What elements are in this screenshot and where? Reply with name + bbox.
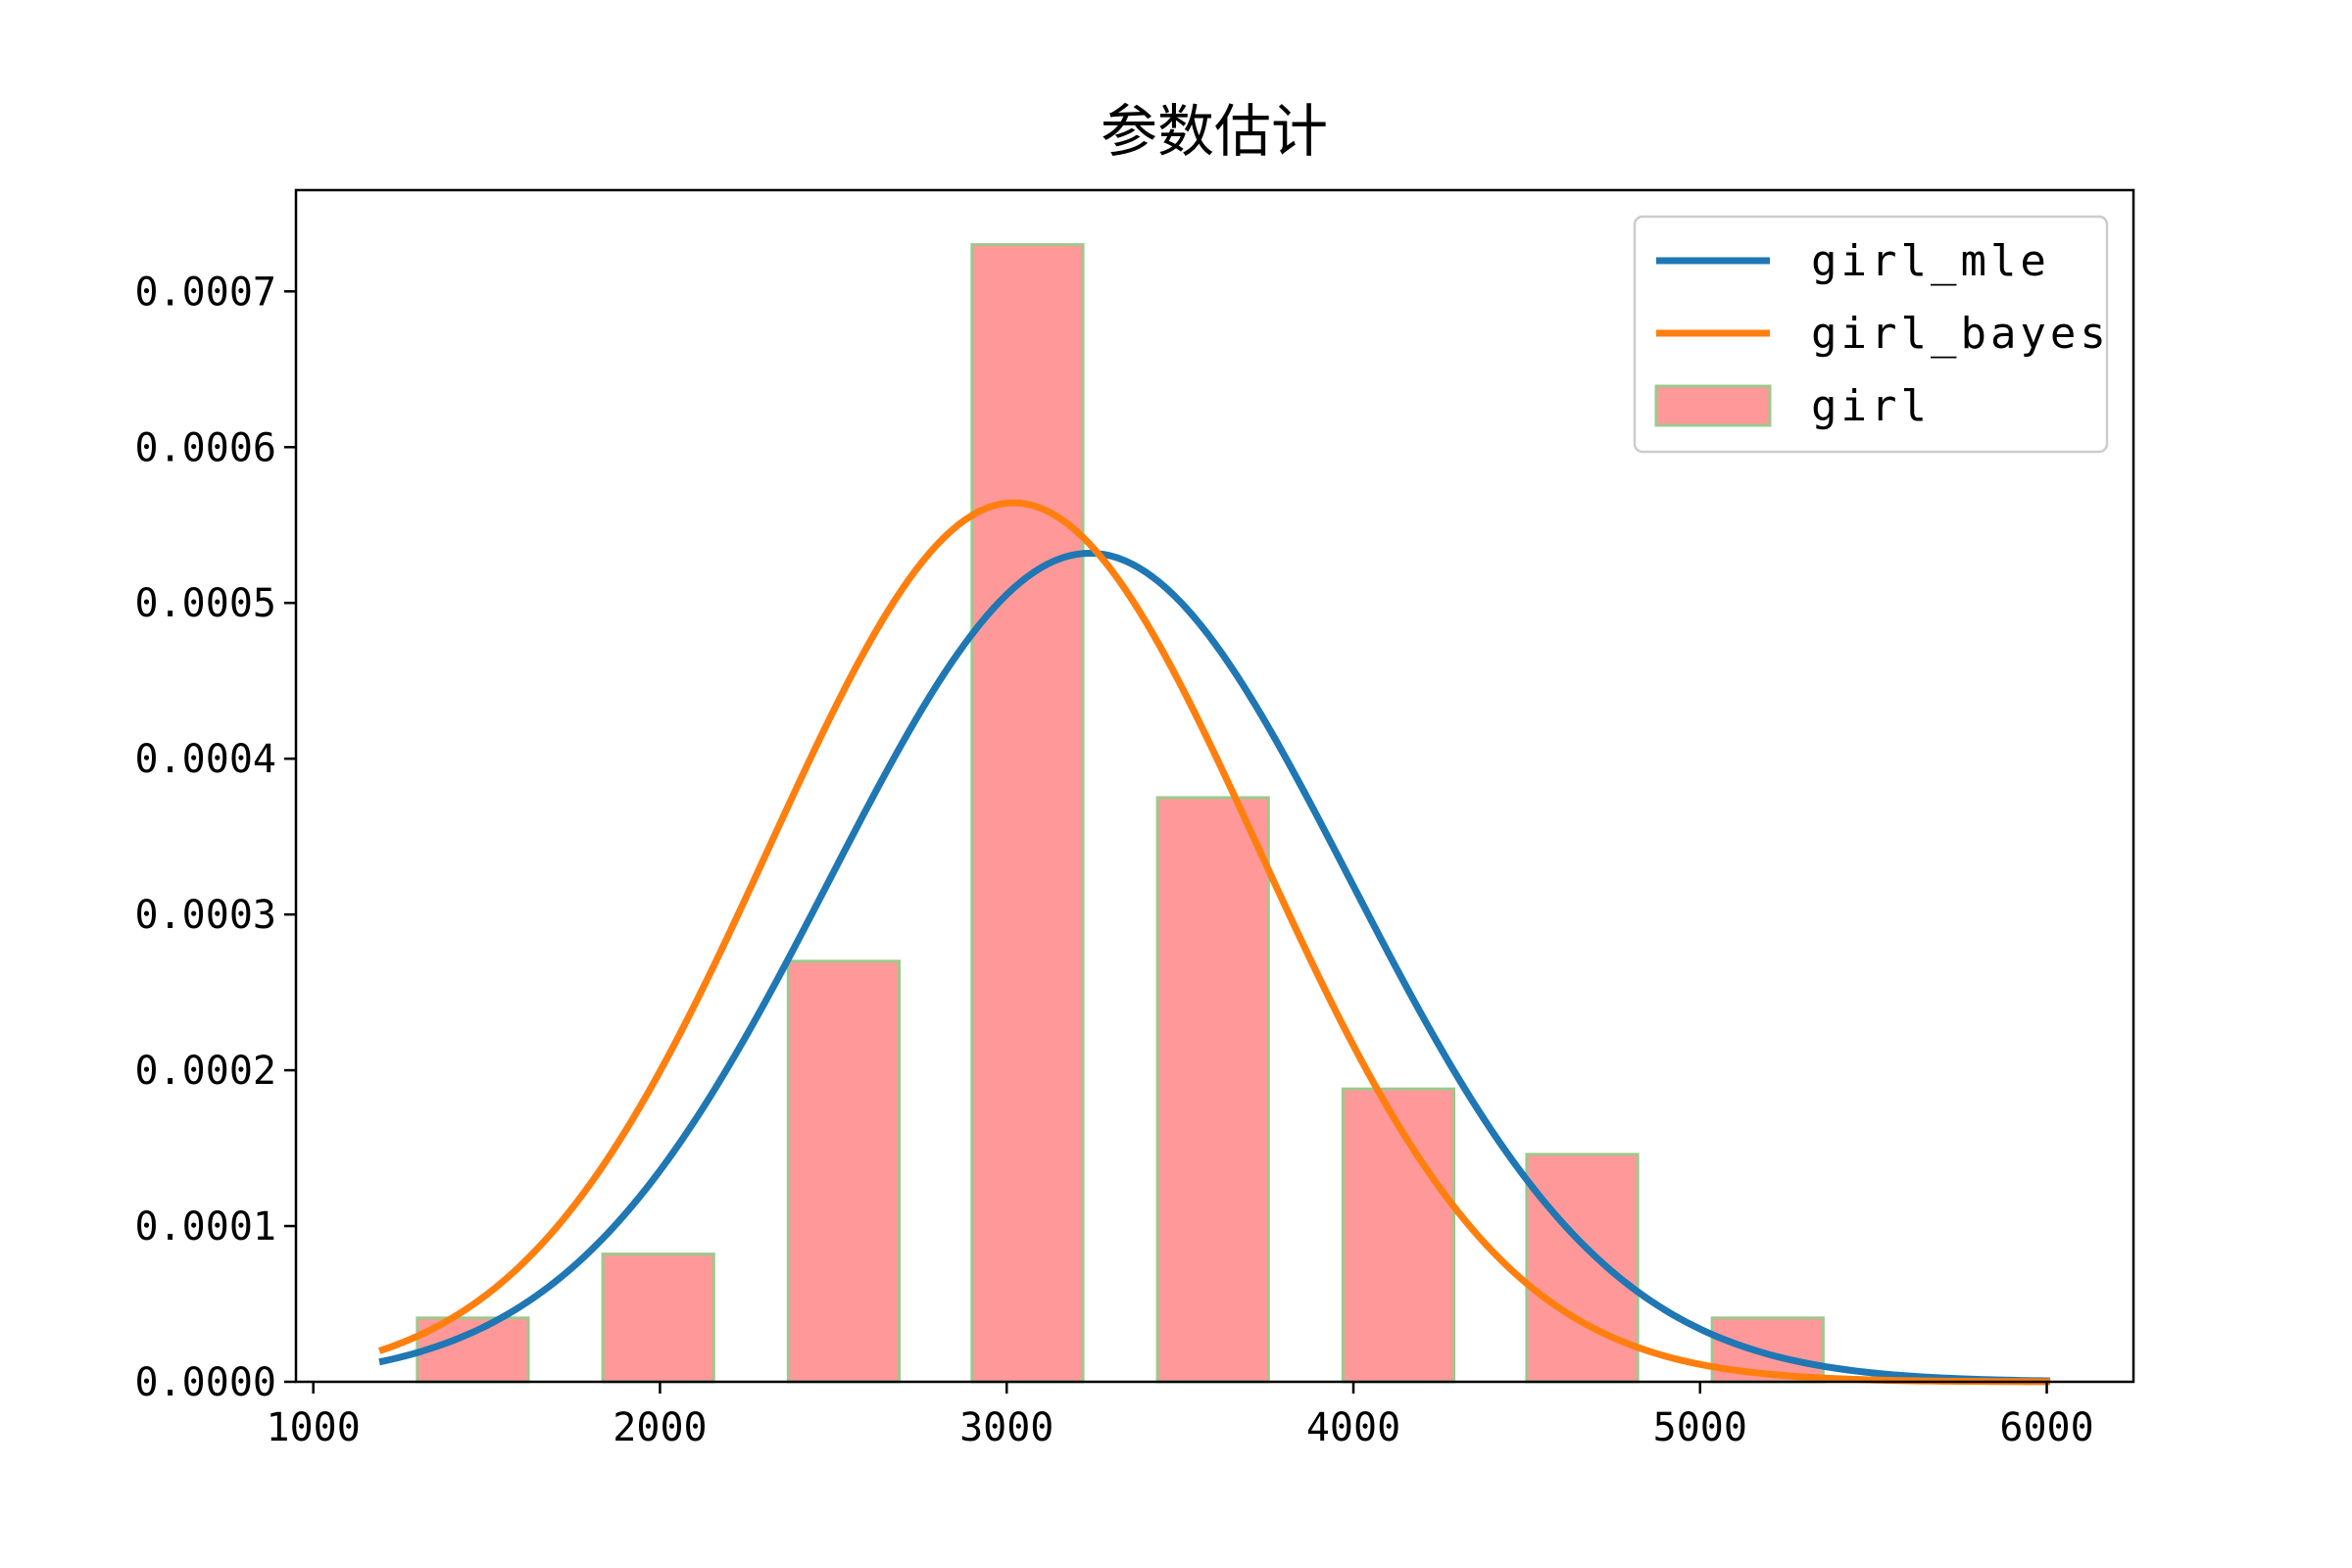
y-tick-label: 0.0004 <box>135 737 277 782</box>
histogram-bar-2 <box>786 959 902 1384</box>
x-tick-label: 4000 <box>1306 1405 1400 1450</box>
chart-title: 参数估计 <box>1101 98 1328 165</box>
histogram-bar-6 <box>1525 1152 1640 1384</box>
histogram-bar-3 <box>970 243 1085 1384</box>
x-axis: 1000 2000 3000 4000 5000 6000 <box>267 1382 2094 1450</box>
y-tick-label: 0.0003 <box>135 893 277 938</box>
y-tick-label: 0.0005 <box>135 581 277 626</box>
y-axis: 0.0000 0.0001 0.0002 0.0003 0.0004 0.0005 0.00… <box>135 270 296 1405</box>
histogram-bar-1 <box>601 1252 715 1384</box>
series-lines <box>377 499 2051 1386</box>
legend-label: girl_bayes <box>1811 309 2110 359</box>
x-tick-label: 2000 <box>612 1405 707 1450</box>
legend-patch-girl <box>1654 384 1772 427</box>
y-tick-label: 0.0002 <box>135 1049 277 1094</box>
histogram-bar-5 <box>1341 1087 1456 1384</box>
x-tick-label: 3000 <box>959 1405 1054 1450</box>
series-line-girl_bayes <box>377 499 2051 1386</box>
y-tick-label: 0.0000 <box>135 1360 277 1405</box>
histogram-bar-4 <box>1155 796 1270 1384</box>
histogram-bars <box>416 243 1825 1384</box>
series-line-girl_mle <box>378 549 2051 1385</box>
y-tick-label: 0.0006 <box>135 425 277 470</box>
x-tick-label: 5000 <box>1653 1405 1747 1450</box>
y-tick-label: 0.0007 <box>135 270 277 315</box>
plot-frame <box>294 188 2135 1384</box>
y-tick-label: 0.0001 <box>135 1204 277 1250</box>
legend-label: girl_mle <box>1811 236 2050 286</box>
legend-label: girl <box>1811 381 1931 431</box>
x-tick-label: 6000 <box>1999 1405 2093 1450</box>
x-tick-label: 1000 <box>267 1405 361 1450</box>
